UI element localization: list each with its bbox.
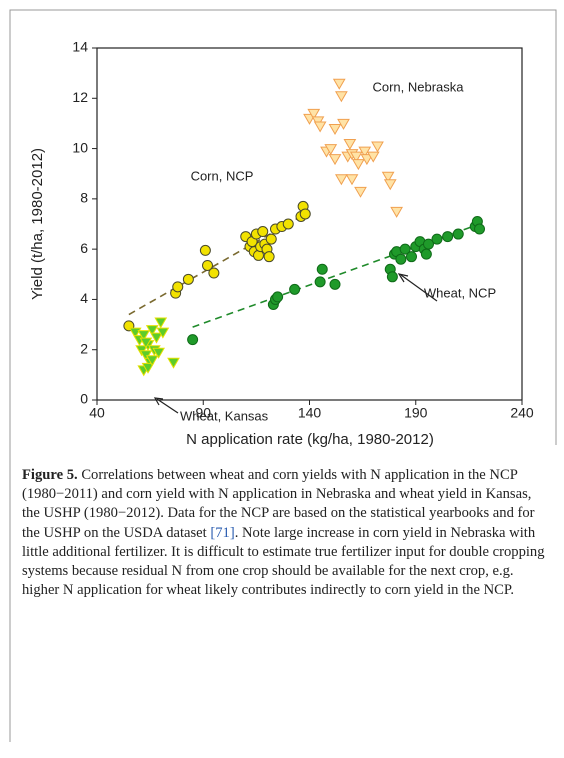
- point: [156, 327, 170, 339]
- point: [360, 154, 374, 166]
- point: [316, 263, 328, 275]
- point: [182, 273, 194, 285]
- point: [399, 243, 411, 255]
- series-label: Corn, Nebraska: [372, 79, 464, 94]
- point: [332, 78, 346, 90]
- caption-text: Correlations between wheat and corn yiel…: [22, 467, 535, 541]
- point: [452, 228, 464, 240]
- point: [282, 218, 294, 230]
- point: [395, 253, 407, 265]
- frame: [9, 9, 557, 742]
- plot-frame: [96, 47, 523, 401]
- point: [386, 271, 398, 283]
- x-tick-label: 40: [89, 405, 105, 421]
- series-label: Wheat, NCP: [424, 285, 496, 300]
- caption-label: Figure 5.: [22, 467, 78, 483]
- point: [145, 355, 159, 367]
- point: [139, 337, 153, 349]
- point: [208, 267, 220, 279]
- y-tick-label: 10: [72, 139, 88, 155]
- y-tick-label: 6: [80, 240, 88, 256]
- point: [324, 144, 338, 156]
- point: [145, 325, 159, 337]
- x-tick-label: 140: [298, 405, 322, 421]
- y-tick-label: 14: [72, 39, 88, 55]
- y-tick-label: 4: [80, 290, 88, 306]
- point: [420, 248, 432, 260]
- point: [345, 174, 359, 186]
- point: [337, 118, 350, 130]
- caption-text: . Note large increase in corn yield in N…: [22, 524, 545, 599]
- point: [265, 233, 277, 245]
- point: [329, 278, 341, 290]
- arrow: [156, 398, 179, 414]
- citation[interactable]: [71]: [210, 524, 235, 541]
- series-label: Wheat, Kansas: [180, 408, 269, 423]
- point: [390, 206, 403, 218]
- point: [349, 151, 363, 163]
- x-tick-label: 90: [195, 405, 211, 421]
- arrow: [400, 274, 438, 302]
- point: [431, 233, 443, 245]
- y-axis-label: Yield (t/ha, 1980-2012): [29, 148, 46, 300]
- series-label: Corn, NCP: [191, 168, 254, 183]
- point: [354, 186, 367, 198]
- point: [154, 317, 168, 329]
- point: [352, 159, 365, 171]
- point: [371, 141, 384, 153]
- point: [289, 283, 301, 295]
- y-tick-label: 8: [80, 190, 88, 206]
- point: [474, 223, 485, 235]
- point: [423, 238, 434, 250]
- point: [335, 174, 348, 186]
- point: [343, 139, 357, 151]
- point: [313, 121, 327, 133]
- point: [299, 208, 311, 220]
- point: [137, 330, 151, 342]
- point: [366, 151, 380, 163]
- point: [167, 357, 180, 369]
- point: [272, 291, 284, 303]
- point: [307, 108, 321, 120]
- point: [150, 332, 163, 344]
- point: [187, 334, 199, 346]
- point: [314, 276, 326, 288]
- point: [442, 231, 454, 243]
- arrow-head: [397, 273, 409, 283]
- point: [335, 91, 348, 103]
- caption: Figure 5. Correlations between wheat and…: [22, 466, 548, 600]
- point: [383, 179, 397, 191]
- point: [141, 362, 155, 374]
- x-tick-label: 190: [404, 405, 428, 421]
- y-tick-label: 0: [80, 391, 88, 407]
- point: [152, 347, 165, 359]
- point: [202, 259, 213, 271]
- point: [381, 171, 395, 183]
- point: [263, 251, 275, 263]
- y-tick-label: 12: [72, 89, 88, 105]
- x-tick-label: 240: [510, 405, 534, 421]
- point: [406, 251, 417, 263]
- point: [328, 154, 342, 166]
- point: [172, 281, 184, 293]
- point: [328, 123, 342, 135]
- point: [257, 226, 269, 238]
- arrow-head: [153, 397, 164, 406]
- y-tick-label: 2: [80, 340, 88, 356]
- point: [199, 244, 211, 256]
- x-axis-label: N application rate (kg/ha, 1980-2012): [186, 431, 434, 448]
